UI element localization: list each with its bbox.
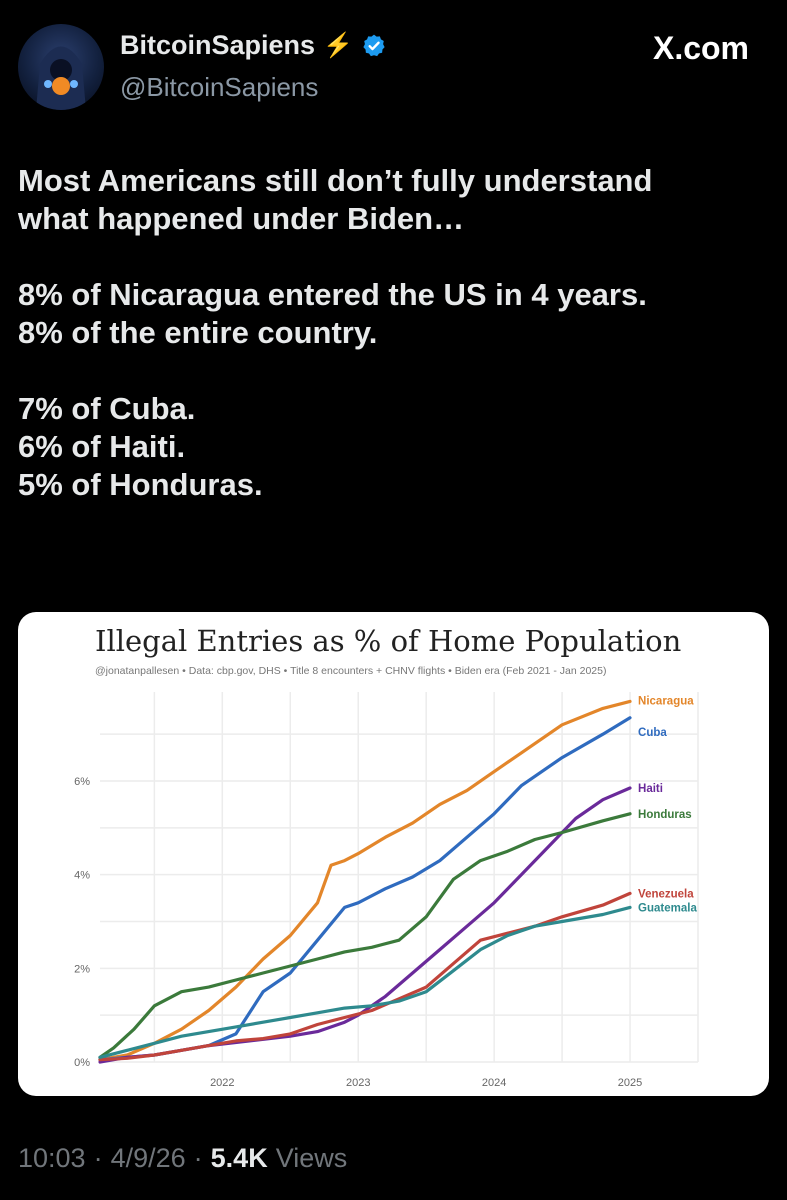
chart-image-card[interactable]: Illegal Entries as % of Home Population … — [18, 612, 769, 1096]
tweet-line: Most Americans still don’t fully underst… — [18, 163, 653, 198]
series-line-honduras — [98, 812, 632, 1059]
x-tick-label: 2022 — [210, 1077, 234, 1089]
series-line-venezuela — [98, 891, 632, 1062]
views-label: Views — [275, 1143, 348, 1173]
lightning-emoji: ⚡ — [323, 32, 353, 59]
line-chart: 0% 2% 4% 6% 2022 2023 2024 2025 Nicaragua Cuba Hai… — [74, 692, 699, 1089]
tweet-line: what happened under Biden… — [18, 201, 465, 236]
x-brand-text: X.com — [652, 30, 749, 66]
tweet-meta: 10:03 · 4/9/26 · 5.4K Views — [18, 1143, 347, 1174]
series-line-cuba — [98, 716, 632, 1062]
series-label-nicaragua: Nicaragua — [638, 695, 694, 707]
separator-dot: · — [93, 1143, 103, 1173]
chart-subtitle: @jonatanpallesen • Data: cbp.gov, DHS • … — [95, 665, 607, 677]
x-tick-label: 2024 — [482, 1077, 506, 1089]
x-tick-label: 2023 — [346, 1077, 370, 1089]
tweet-line: 8% of Nicaragua entered the US in 4 year… — [18, 277, 647, 312]
tweet-line: 5% of Honduras. — [18, 467, 263, 502]
series-line-guatemala — [98, 905, 632, 1059]
tweet-line: 7% of Cuba. — [18, 391, 196, 426]
verified-badge-icon — [361, 33, 387, 59]
y-tick-label: 0% — [74, 1057, 90, 1069]
avatar[interactable] — [18, 24, 104, 110]
series-label-venezuela: Venezuela — [638, 888, 694, 900]
series-line-nicaragua — [98, 699, 632, 1062]
tweet-date[interactable]: 4/9/26 — [110, 1143, 186, 1173]
y-tick-label: 6% — [74, 776, 90, 788]
series-label-honduras: Honduras — [638, 809, 692, 821]
series-label-cuba: Cuba — [638, 727, 667, 739]
chart-title: Illegal Entries as % of Home Population — [95, 624, 682, 658]
display-name[interactable]: BitcoinSapiens — [120, 30, 316, 60]
tweet-time[interactable]: 10:03 — [18, 1143, 86, 1173]
tweet-text: Most Americans still don’t fully underst… — [18, 162, 768, 504]
tweet-line: 6% of Haiti. — [18, 429, 186, 464]
y-tick-label: 4% — [74, 870, 90, 882]
series-label-haiti: Haiti — [638, 783, 663, 795]
separator-dot: · — [193, 1143, 203, 1173]
user-handle[interactable]: @BitcoinSapiens — [120, 72, 319, 102]
series-label-guatemala: Guatemala — [638, 902, 697, 914]
y-tick-label: 2% — [74, 963, 90, 975]
views-count: 5.4K — [210, 1143, 268, 1173]
tweet-line: 8% of the entire country. — [18, 315, 378, 350]
x-logo: X.com — [653, 30, 749, 67]
x-tick-label: 2025 — [618, 1077, 642, 1089]
